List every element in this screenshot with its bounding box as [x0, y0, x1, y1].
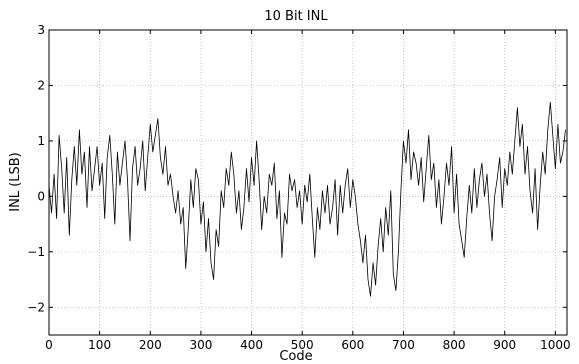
- y-tick-label: 0: [37, 189, 45, 203]
- x-tick-label: 200: [139, 338, 162, 352]
- x-tick-label: 900: [493, 338, 516, 352]
- y-axis-label: INL (LSB): [8, 152, 23, 212]
- y-tick-label: −2: [27, 300, 45, 314]
- x-tick-label: 100: [88, 338, 111, 352]
- x-tick-label: 1000: [540, 338, 571, 352]
- x-tick-label: 0: [45, 338, 53, 352]
- x-tick-label: 400: [240, 338, 263, 352]
- grid: [49, 30, 567, 335]
- y-tick-label: 2: [37, 78, 45, 92]
- chart-title: 10 Bit INL: [264, 9, 328, 24]
- x-tick-label: 700: [392, 338, 415, 352]
- y-tick-label: −1: [27, 245, 45, 259]
- y-tick-label: 3: [37, 23, 45, 37]
- series-line: [48, 101, 566, 297]
- x-axis-label: Code: [279, 349, 312, 364]
- plot-frame: [48, 29, 568, 336]
- axis-ticks: 0 100 200 300 400 500 600 700 800 900 1000 −2 −1 0 1 2 3: [27, 23, 570, 352]
- x-tick-label: 800: [443, 338, 466, 352]
- x-tick-label: 600: [341, 338, 364, 352]
- y-tick-label: 1: [37, 134, 45, 148]
- x-tick-label: 300: [189, 338, 212, 352]
- x-tick-label: 500: [291, 338, 314, 352]
